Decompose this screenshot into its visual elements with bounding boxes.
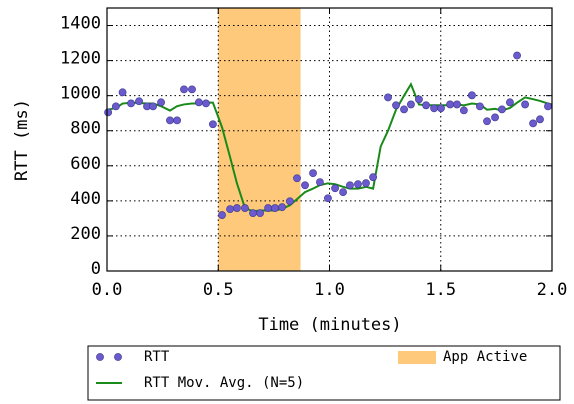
rtt-point [118, 88, 127, 97]
rtt-point [346, 181, 354, 190]
rtt-point [498, 105, 506, 114]
legend-box [87, 345, 561, 401]
rtt-point [529, 119, 537, 128]
legend-patch [398, 351, 436, 364]
rtt-point [392, 101, 400, 110]
rtt-point [422, 101, 430, 110]
rtt-point [384, 93, 392, 102]
rtt-point [324, 194, 332, 203]
rtt-point [180, 85, 188, 94]
plot-frame [106, 7, 553, 272]
rtt-point [446, 100, 454, 109]
rtt-point [226, 205, 234, 214]
y-axis-label: RTT (ms) [12, 99, 32, 181]
rtt-point [256, 209, 264, 218]
rtt-point [249, 209, 257, 218]
x-tick-label: 1.0 [314, 280, 345, 300]
rtt-point [241, 204, 249, 212]
rtt-point [407, 100, 415, 109]
y-tick-label: 200 [70, 224, 101, 244]
rtt-point [400, 105, 408, 114]
y-tick-label: 800 [70, 119, 101, 139]
rtt-point [430, 104, 438, 113]
rtt-point [437, 104, 445, 113]
x-tick-label: 0.0 [92, 280, 123, 300]
rtt-point [536, 115, 544, 124]
rtt-point [339, 188, 347, 196]
y-tick-label: 1200 [60, 49, 101, 69]
rtt-point [233, 204, 241, 212]
y-tick-label: 1000 [60, 84, 101, 104]
y-tick-label: 600 [70, 154, 101, 174]
rtt-point [285, 197, 294, 206]
rtt-point [513, 51, 521, 60]
rtt-point [194, 98, 203, 107]
rtt-point [453, 100, 461, 109]
x-tick-label: 1.5 [425, 280, 456, 300]
moving-average-line [107, 82, 553, 213]
legend-label: App Active [443, 349, 527, 365]
rtt-point [316, 178, 324, 187]
rtt-point [173, 116, 181, 125]
legend-label: RTT [144, 349, 170, 365]
rtt-point [331, 184, 339, 193]
rtt-point [362, 179, 370, 188]
rtt-point [459, 106, 468, 115]
shaded-span [218, 8, 301, 271]
rtt-point [544, 102, 552, 111]
rtt-point [354, 180, 362, 189]
rtt-point [521, 100, 529, 109]
y-tick-label: 400 [70, 189, 101, 209]
rtt-point [218, 211, 226, 219]
rtt-point [467, 91, 476, 100]
rtt-point [293, 174, 301, 183]
rtt-point [271, 204, 279, 212]
rtt-point [483, 117, 491, 126]
legend-marker [114, 353, 122, 361]
legend-label: RTT Mov. Avg. (N=5) [144, 375, 304, 391]
rtt-point [157, 98, 165, 107]
rtt-point [209, 120, 217, 129]
rtt-point [506, 98, 514, 107]
x-axis-label: Time (minutes) [258, 315, 401, 335]
x-tick-label: 0.5 [203, 280, 234, 300]
rtt-point [491, 113, 499, 122]
rtt-point [202, 99, 210, 108]
rtt-point [149, 102, 157, 111]
rtt-point [135, 97, 143, 106]
rtt-point [415, 95, 423, 104]
y-tick-label: 0 [91, 259, 101, 279]
y-tick-label: 1400 [60, 14, 101, 34]
rtt-point [309, 169, 317, 178]
x-tick-label: 2.0 [537, 280, 568, 300]
rtt-point [301, 181, 309, 190]
rtt-point [278, 203, 287, 212]
rtt-point [127, 99, 135, 108]
rtt-point [476, 102, 484, 111]
legend-marker [96, 353, 104, 361]
rtt-point [104, 108, 113, 117]
rtt-point [188, 85, 196, 94]
rtt-point [166, 116, 174, 125]
rtt-point [112, 102, 120, 111]
rtt-point [369, 173, 378, 182]
rtt-point [264, 204, 272, 212]
